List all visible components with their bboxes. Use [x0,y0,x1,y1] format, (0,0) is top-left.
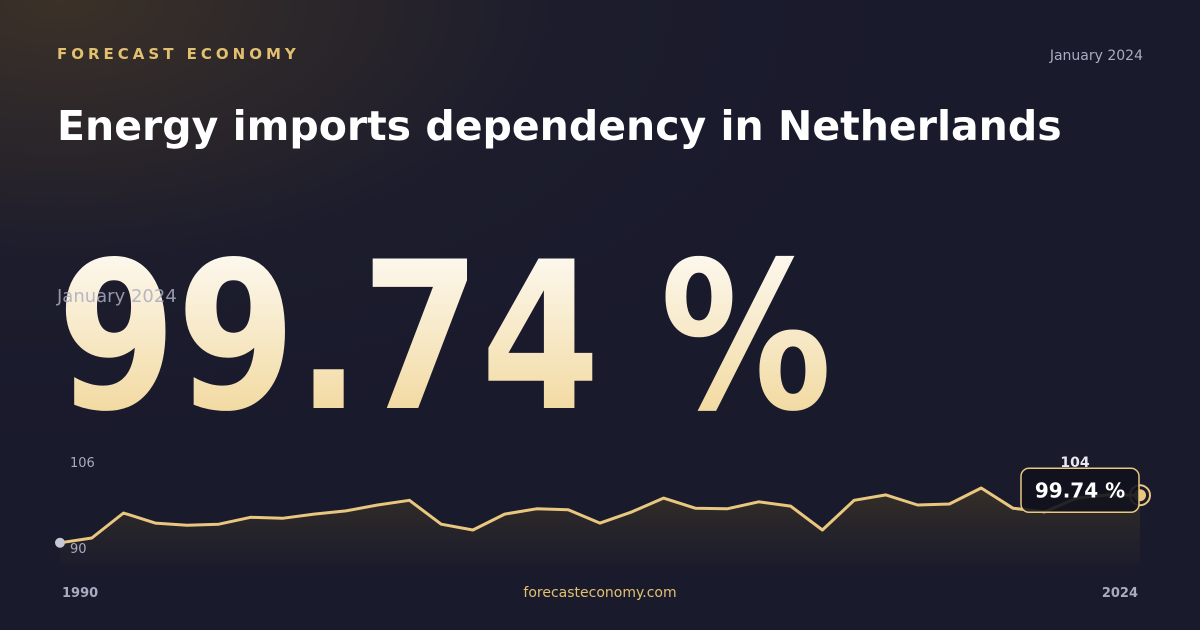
footer: forecasteconomy.com [523,585,676,601]
annotation: 104 [1060,455,1089,471]
callout-box [1020,467,1140,514]
title: Energy imports dependency in Netherlands [57,102,1062,150]
date: January 2024 [1049,48,1143,64]
x-tick-label: 2024 [1102,586,1138,601]
callout-label: 99.74 % [1035,478,1125,502]
headline-date: January 2024 [56,286,177,307]
brand: FORECAST ECONOMY [57,45,300,63]
area [60,488,1140,565]
headline-value: 99.74 % [57,219,832,457]
y-tick-label: 106 [70,456,95,471]
y-tick-label: 90 [70,542,87,557]
x-tick-label: 1990 [62,586,98,601]
line [59,486,1141,545]
chart: 99.74 % 104 90 106 1990 2024 [55,455,1151,601]
start-point [55,537,65,548]
